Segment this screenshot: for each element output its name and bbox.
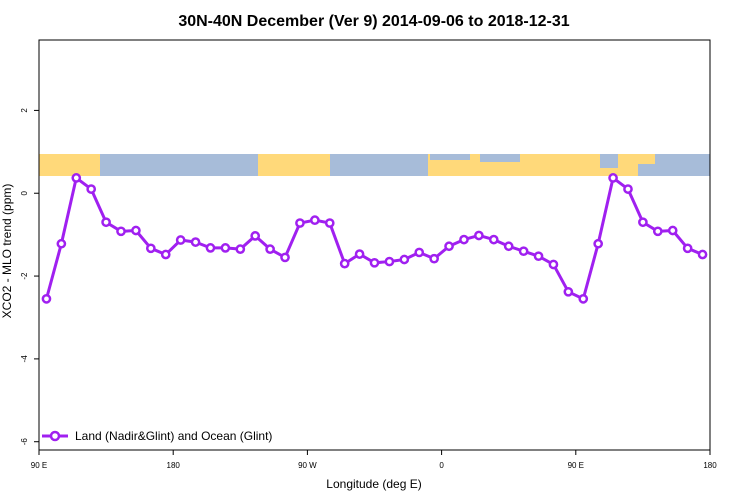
- legend: Land (Nadir&Glint) and Ocean (Glint): [42, 429, 272, 443]
- x-axis-label: Longitude (deg E): [326, 477, 421, 491]
- data-point: [160, 249, 171, 260]
- y-tick-label: 2: [20, 108, 29, 113]
- y-tick-label: -4: [20, 355, 29, 363]
- data-point: [652, 226, 663, 237]
- data-point: [41, 293, 52, 304]
- data-point: [503, 241, 514, 252]
- data-point: [235, 244, 246, 254]
- data-point: [667, 225, 678, 236]
- y-tick-label: 0: [20, 190, 29, 195]
- data-point: [474, 230, 484, 241]
- data-point: [71, 173, 82, 183]
- data-point: [369, 257, 380, 268]
- data-point: [518, 246, 529, 257]
- x-tick-label: 180: [167, 461, 181, 470]
- data-point: [86, 184, 97, 194]
- x-tick-label: 90 W: [298, 461, 317, 470]
- land-patch: [258, 154, 330, 176]
- data-point: [414, 247, 425, 258]
- land-patch: [428, 154, 618, 176]
- data-point: [295, 218, 305, 228]
- legend-label: Land (Nadir&Glint) and Ocean (Glint): [75, 429, 272, 443]
- land-ocean-map-strip: [39, 154, 710, 176]
- data-point: [324, 218, 335, 228]
- data-point: [444, 241, 454, 252]
- data-point: [533, 251, 544, 262]
- x-tick-label: 0: [439, 461, 444, 470]
- data-point: [101, 217, 111, 228]
- data-point: [56, 238, 67, 249]
- ocean-patch: [600, 154, 618, 168]
- data-point: [384, 256, 395, 267]
- ocean-patch: [638, 164, 655, 176]
- data-point: [593, 238, 604, 249]
- x-tick-label: 90 E: [568, 461, 584, 470]
- x-tick-label: 180: [703, 461, 717, 470]
- data-point: [220, 243, 231, 253]
- chart-title: 30N-40N December (Ver 9) 2014-09-06 to 2…: [178, 13, 569, 30]
- data-point: [339, 258, 350, 269]
- series-line: [45, 176, 704, 301]
- legend-marker: [49, 430, 61, 442]
- data-point: [459, 234, 469, 245]
- data-point: [145, 243, 156, 254]
- data-point: [399, 254, 410, 265]
- data-point: [578, 293, 589, 304]
- ocean-patch: [430, 154, 470, 160]
- x-tick-label: 90 E: [31, 461, 47, 470]
- data-point: [548, 259, 559, 270]
- data-point: [697, 249, 708, 260]
- data-point: [265, 244, 275, 254]
- data-point: [623, 184, 633, 194]
- y-tick-label: -2: [20, 272, 29, 280]
- data-point: [682, 243, 693, 254]
- data-point: [205, 243, 216, 253]
- data-point: [488, 234, 499, 245]
- data-point: [638, 217, 648, 228]
- data-point: [608, 173, 618, 183]
- y-axis-label: XCO2 - MLO trend (ppm): [0, 184, 14, 319]
- data-point: [310, 215, 320, 226]
- ocean-patch: [480, 154, 520, 162]
- data-point: [175, 235, 186, 245]
- data-point: [131, 225, 141, 236]
- data-point: [190, 237, 201, 247]
- data-point: [354, 249, 365, 259]
- data-point: [563, 286, 574, 297]
- data-point: [280, 252, 290, 263]
- plot-frame: [38, 39, 711, 451]
- land-patch: [39, 154, 100, 176]
- data-point: [116, 226, 126, 237]
- data-point: [429, 253, 439, 264]
- x-axis: 90 E 180 90 W 0 90 E 180: [31, 450, 717, 470]
- y-axis: -6 -4 -2 0 2: [20, 108, 39, 446]
- y-tick-label: -6: [20, 438, 29, 446]
- ocean-patch: [100, 160, 118, 176]
- series-group: [41, 173, 708, 304]
- data-point: [250, 231, 261, 241]
